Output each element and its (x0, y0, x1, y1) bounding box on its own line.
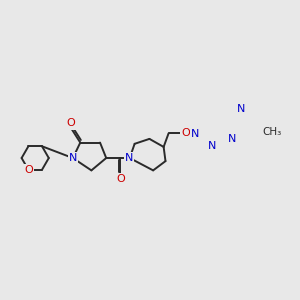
Text: N: N (227, 134, 236, 144)
Text: O: O (66, 118, 75, 128)
Text: N: N (69, 153, 77, 163)
Text: N: N (237, 104, 245, 114)
Text: N: N (191, 129, 199, 139)
Text: CH₃: CH₃ (262, 127, 282, 137)
Text: O: O (24, 165, 33, 175)
Text: N: N (125, 153, 133, 163)
Text: N: N (208, 141, 216, 151)
Text: O: O (116, 174, 125, 184)
Text: O: O (181, 128, 190, 138)
